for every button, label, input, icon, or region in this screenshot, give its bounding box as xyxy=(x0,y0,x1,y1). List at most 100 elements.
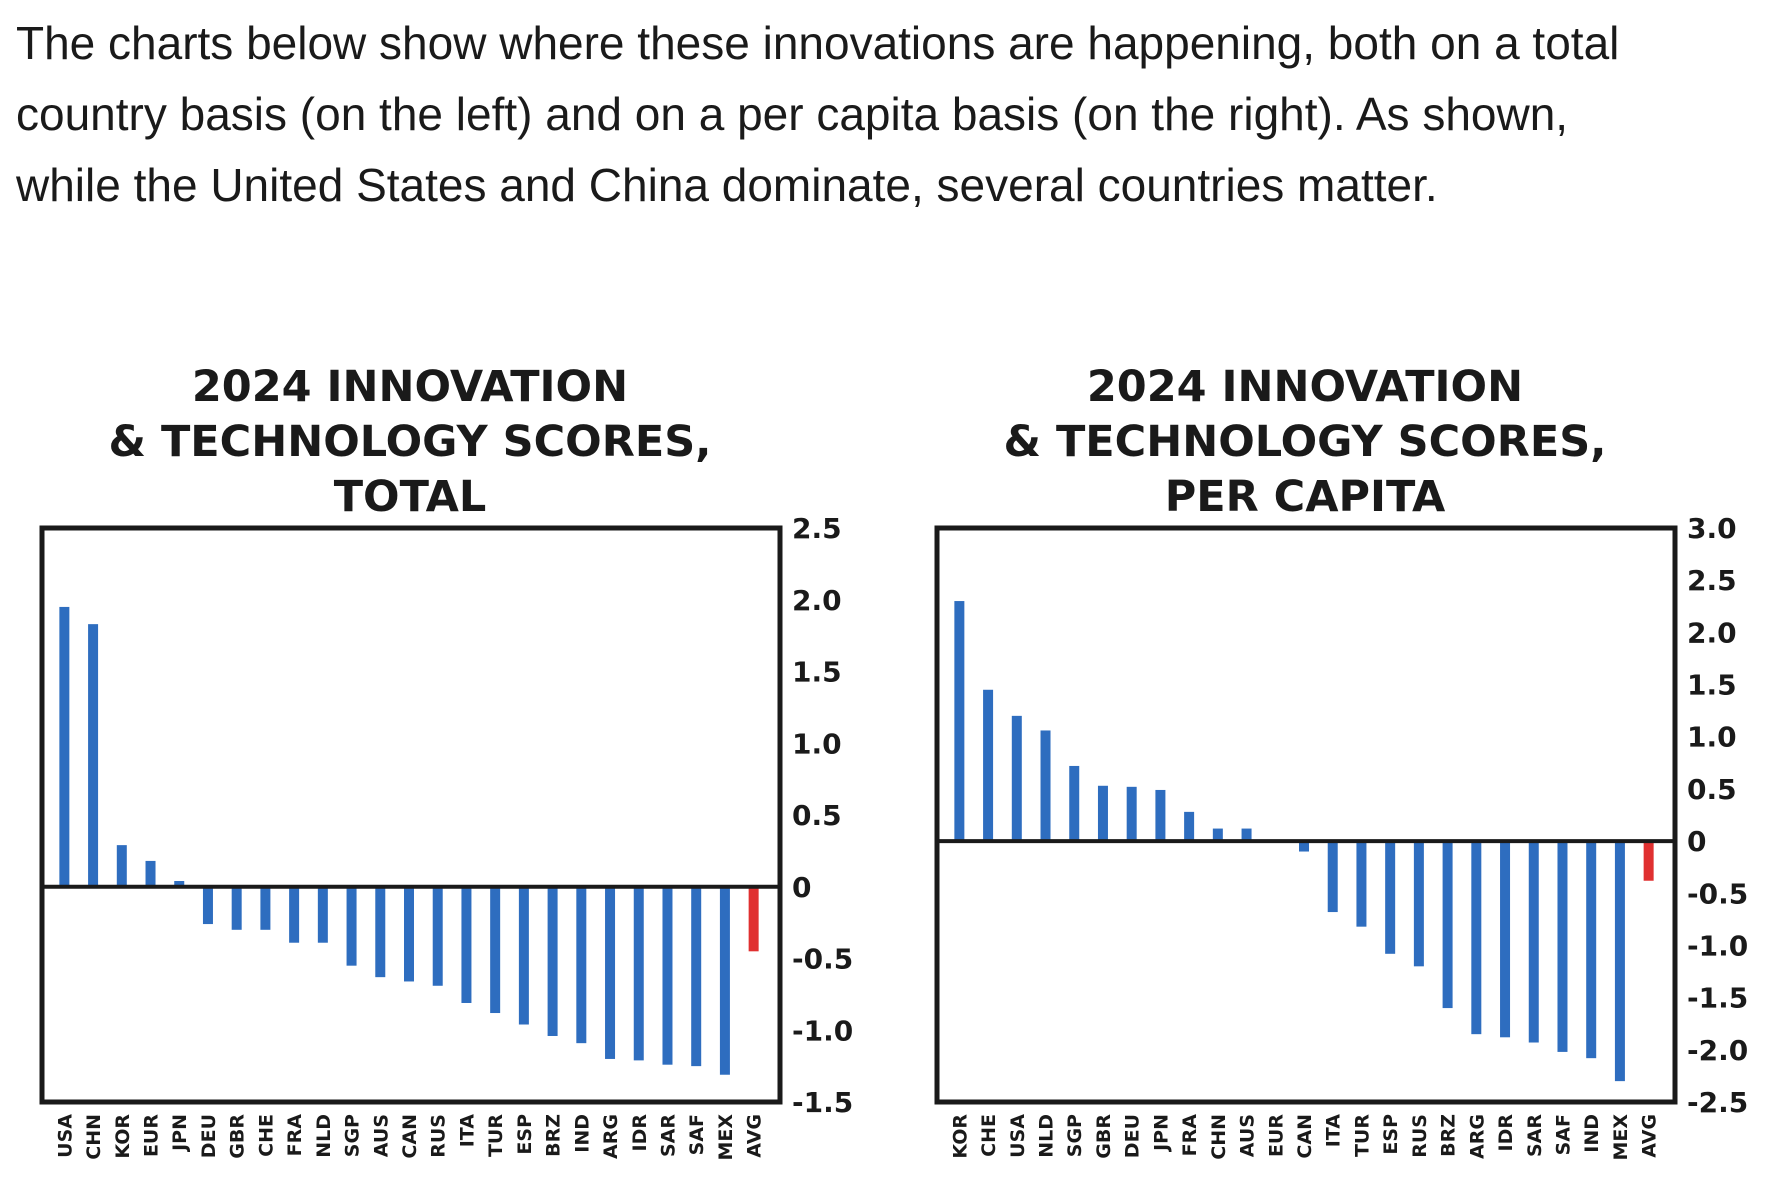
x-tick-label: CHN xyxy=(83,1114,105,1160)
x-tick-label: ARG xyxy=(600,1114,622,1159)
chart-title-per-capita: 2024 INNOVATION & TECHNOLOGY SCORES, PER… xyxy=(935,360,1675,525)
x-tick-label: BRZ xyxy=(1438,1114,1460,1157)
x-tick-label: GBR xyxy=(1093,1114,1115,1159)
intro-paragraph: The charts below show where these innova… xyxy=(16,8,1756,221)
y-tick-label: 1.0 xyxy=(1687,721,1737,754)
x-tick-label: AUS xyxy=(1237,1114,1259,1157)
x-tick-label: SGP xyxy=(1064,1114,1086,1157)
x-tick-label: RUS xyxy=(1409,1114,1431,1158)
x-tick-label: SGP xyxy=(342,1114,364,1157)
x-tick-label: AVG xyxy=(1639,1114,1661,1158)
x-tick-label: ITA xyxy=(456,1114,478,1148)
x-tick-label: IND xyxy=(1581,1114,1603,1153)
x-tick-label: ESP xyxy=(1380,1114,1402,1155)
bar-jpn xyxy=(1155,789,1166,842)
x-tick-label: FRA xyxy=(1179,1114,1201,1157)
x-tick-label: AVG xyxy=(744,1114,766,1158)
bar-nld xyxy=(1040,730,1051,842)
x-tick-label: CHE xyxy=(978,1114,1000,1157)
bar-kor xyxy=(954,601,965,842)
x-tick-label: NLD xyxy=(313,1114,335,1158)
y-tick-label: -0.5 xyxy=(1687,877,1748,910)
bar-gbr xyxy=(231,886,242,930)
bar-saf xyxy=(691,886,702,1067)
x-tick-label: JPN xyxy=(169,1114,191,1153)
x-tick-label: IDR xyxy=(629,1114,651,1152)
y-tick-label: -1.0 xyxy=(792,1014,853,1047)
x-tick-label: BRZ xyxy=(543,1114,565,1157)
y-tick-label: -2.5 xyxy=(1687,1086,1748,1119)
x-tick-label: CHN xyxy=(1208,1114,1230,1160)
x-tick-label: JPN xyxy=(1150,1114,1172,1153)
plot-frame xyxy=(934,525,1678,1105)
x-tick-label: IND xyxy=(571,1114,593,1153)
x-tick-label: SAR xyxy=(657,1114,679,1157)
y-tick-label: -0.5 xyxy=(792,943,853,976)
y-tick-label: 2.5 xyxy=(1687,564,1737,597)
bar-idr xyxy=(633,886,644,1061)
chart-title-line: & TECHNOLOGY SCORES, xyxy=(108,417,712,467)
x-tick-label: AUS xyxy=(370,1114,392,1157)
x-tick-label: TUR xyxy=(1351,1114,1373,1157)
y-tick-label: 1.5 xyxy=(1687,669,1737,702)
plot-frame xyxy=(39,525,783,1105)
bar-sgp xyxy=(346,886,357,966)
x-tick-label: GBR xyxy=(227,1114,249,1159)
bar-can xyxy=(404,886,414,982)
bar-avg xyxy=(748,886,759,952)
x-tick-label: MEX xyxy=(1610,1114,1632,1161)
intro-line-1: The charts below show where these innova… xyxy=(16,17,1620,69)
x-tick-label: DEU xyxy=(198,1114,220,1158)
x-tick-label: SAR xyxy=(1524,1114,1546,1157)
x-tick-label: KOR xyxy=(112,1114,134,1159)
x-tick-label: CAN xyxy=(399,1114,421,1159)
intro-line-2: country basis (on the left) and on a per… xyxy=(16,88,1569,140)
bar-saf xyxy=(1557,841,1568,1052)
chart-title-line: PER CAPITA xyxy=(1164,472,1446,522)
y-tick-label: -1.0 xyxy=(1687,929,1748,962)
bar-tur xyxy=(1356,841,1367,927)
x-tick-label: MEX xyxy=(715,1114,737,1161)
bar-chn xyxy=(88,624,99,887)
bar-esp xyxy=(1385,841,1396,954)
x-tick-label: EUR xyxy=(141,1114,163,1157)
bar-ind xyxy=(576,886,587,1044)
x-tick-label: RUS xyxy=(428,1114,450,1158)
chart-title-line: & TECHNOLOGY SCORES, xyxy=(1003,417,1607,467)
x-tick-label: DEU xyxy=(1122,1114,1144,1158)
bar-usa xyxy=(59,606,70,887)
x-tick-label: USA xyxy=(54,1114,76,1158)
bar-ita xyxy=(1327,841,1338,913)
chart-title-line: 2024 INNOVATION xyxy=(191,362,629,412)
bar-che xyxy=(260,886,271,930)
y-tick-label: -2.0 xyxy=(1687,1034,1748,1067)
bar-brz xyxy=(547,886,558,1036)
chart-per-capita: 2024 INNOVATION & TECHNOLOGY SCORES, PER… xyxy=(934,360,1755,1161)
bar-arg xyxy=(1471,841,1482,1035)
bar-ind xyxy=(1586,841,1597,1059)
y-tick-label: 1.0 xyxy=(792,727,842,760)
x-tick-label: EUR xyxy=(1265,1114,1287,1157)
bar-chn xyxy=(1212,828,1223,842)
x-tick-label: KOR xyxy=(949,1114,971,1159)
bar-nld xyxy=(317,886,328,943)
bar-ita xyxy=(461,886,472,1003)
bar-aus xyxy=(1241,828,1252,842)
x-tick-label: SAF xyxy=(1552,1114,1574,1155)
bar-rus xyxy=(432,886,443,986)
y-tick-label: 2.0 xyxy=(792,584,842,617)
bar-chart-per-capita: KOR CHE USA NLD SGP GBR DEU JPN FRA CHN AUS EUR CAN I… xyxy=(934,512,1748,1161)
bar-fra xyxy=(1184,811,1195,842)
chart-title-line: TOTAL xyxy=(333,472,487,522)
x-tick-label: ESP xyxy=(514,1114,536,1155)
intro-line-3: while the United States and China domina… xyxy=(16,159,1438,211)
bar-idr xyxy=(1500,841,1511,1038)
x-tick-label: USA xyxy=(1007,1114,1029,1158)
chart-total: 2024 INNOVATION & TECHNOLOGY SCORES, TOT… xyxy=(39,360,860,1161)
bar-tur xyxy=(490,886,501,1014)
y-tick-label: 2.0 xyxy=(1687,616,1737,649)
bar-mex xyxy=(719,886,730,1075)
bar-rus xyxy=(1413,841,1424,967)
y-tick-label: 3.0 xyxy=(1687,512,1737,545)
bar-eur xyxy=(145,860,156,887)
